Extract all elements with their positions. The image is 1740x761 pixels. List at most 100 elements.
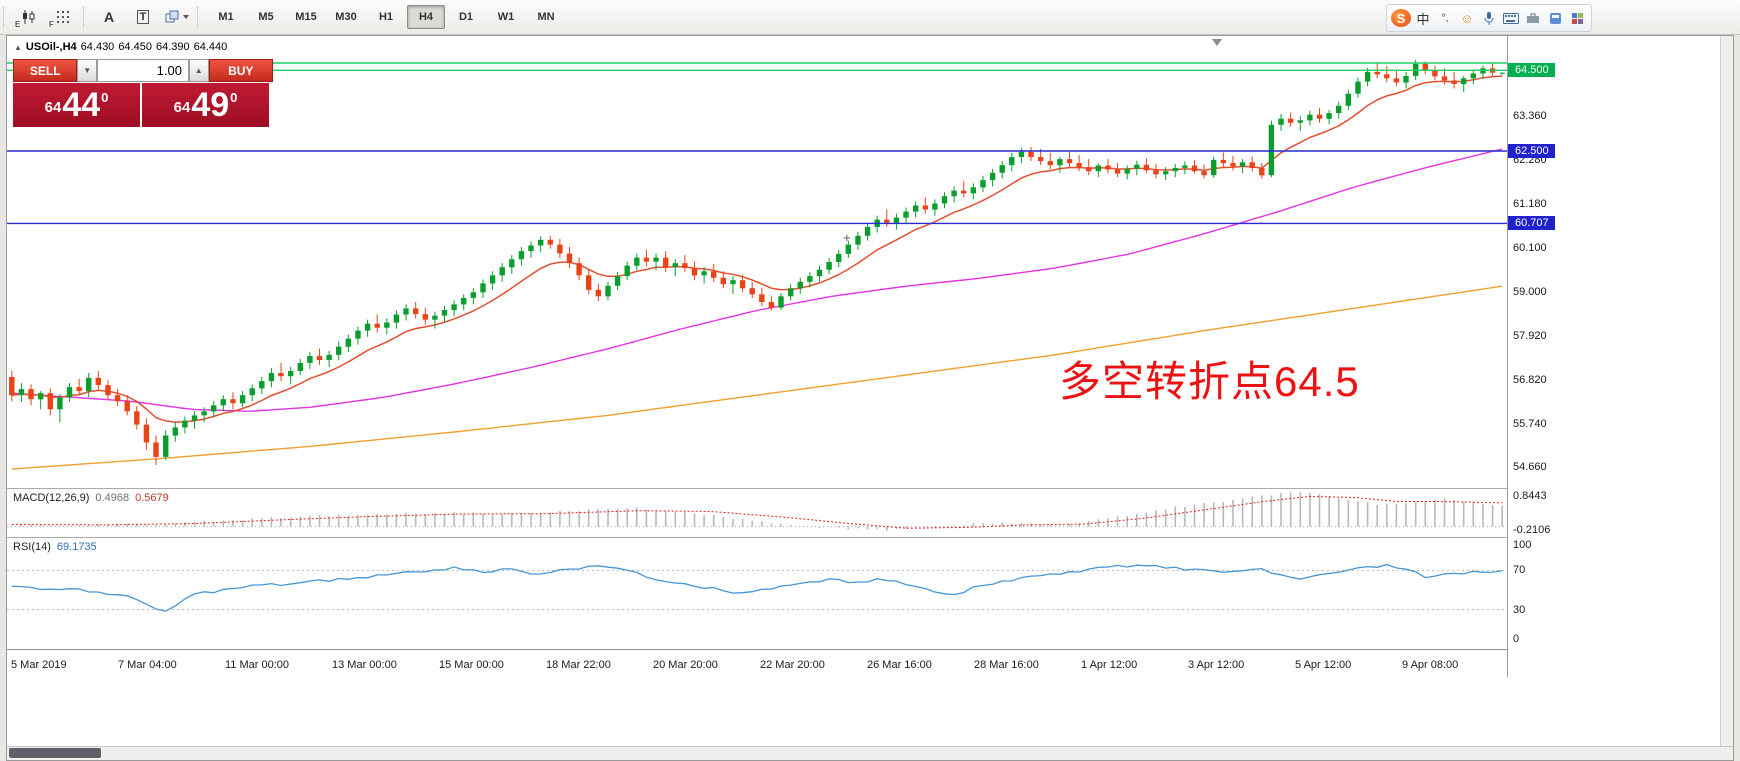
time-axis-label: 3 Apr 12:00	[1188, 659, 1245, 671]
chinese-mode-icon[interactable]: 中	[1416, 11, 1430, 27]
layout-grid-icon[interactable]	[1567, 8, 1587, 28]
vertical-scrollbar[interactable]	[1720, 36, 1733, 746]
toolbox-icon[interactable]	[1523, 8, 1543, 28]
toolbar-grip	[83, 7, 88, 27]
ohlc-high: 64.450	[118, 41, 152, 53]
top-toolbar: E F A T M1 M5 M15 M30 H1 H4 D1 W1 MN S 中 °, ☺	[0, 0, 1740, 35]
sell-price-box[interactable]: 64 44 0	[13, 83, 140, 127]
timeframe-m1[interactable]: M1	[218, 11, 234, 23]
time-axis-label: 28 Mar 16:00	[974, 659, 1039, 671]
sogou-logo-icon[interactable]: S	[1391, 9, 1411, 27]
shapes-tool-icon[interactable]	[161, 4, 193, 30]
rsi-scale-label: 100	[1513, 539, 1532, 551]
chart-shift-marker-icon[interactable]	[1212, 39, 1222, 46]
volume-down-button[interactable]: ▼	[77, 59, 98, 82]
macd-signal-value: 0.5679	[135, 492, 169, 504]
price-scale-label: 55.740	[1513, 417, 1547, 430]
rsi-value: 69.1735	[56, 541, 97, 553]
timeframe-m15[interactable]: M15	[295, 11, 317, 23]
chart-window: ▲ USOil-,H4 64.430 64.450 64.390 64.440 …	[6, 35, 1734, 761]
toolbar-grip	[197, 7, 202, 27]
volume-input[interactable]: 1.00	[97, 59, 189, 82]
punctuation-mode-icon[interactable]: °,	[1441, 12, 1449, 24]
time-axis-label: 13 Mar 00:00	[332, 659, 397, 671]
tool-letter-f: F	[49, 20, 54, 29]
price-scale-column[interactable]: 63.360 62.280 61.180 60.100 59.000 57.920 56.8…	[1507, 36, 1722, 677]
price-scale-label: 59.000	[1513, 286, 1547, 299]
time-axis-label: 26 Mar 16:00	[867, 659, 932, 671]
macd-scale-min: -0.2106	[1513, 524, 1551, 536]
macd-scale-max: 0.8443	[1513, 490, 1547, 502]
sell-button[interactable]: SELL	[13, 59, 78, 82]
macd-name: MACD(12,26,9)	[13, 492, 90, 504]
timeframe-d1[interactable]: D1	[458, 11, 474, 23]
ohlc-open: 64.430	[80, 41, 115, 53]
horizontal-scrollbar-thumb[interactable]	[9, 748, 101, 758]
tool-letter-e: E	[15, 20, 21, 29]
window-filler	[7, 677, 1733, 746]
rsi-canvas[interactable]	[7, 538, 1507, 648]
rsi-scale-label: 70	[1513, 564, 1526, 577]
buy-price-big: 49	[191, 86, 230, 124]
timeframe-m5[interactable]: M5	[258, 11, 274, 23]
grid-tool-icon[interactable]: F	[47, 4, 79, 30]
ime-toolbar: S 中 °, ☺	[1386, 4, 1592, 32]
time-axis-label: 1 Apr 12:00	[1081, 659, 1138, 671]
buy-price-box[interactable]: 64 49 0	[142, 83, 269, 127]
rsi-pane[interactable]: RSI(14) 69.1735	[7, 538, 1507, 648]
time-axis-label: 7 Mar 04:00	[118, 659, 177, 671]
timeframe-w1[interactable]: W1	[497, 11, 515, 23]
buy-price-sup: 0	[230, 90, 238, 105]
emoji-icon[interactable]: ☺	[1460, 10, 1474, 26]
one-click-trading-panel: SELL ▼ 1.00 ▲ BUY 64 44 0 64 49 0	[13, 59, 273, 127]
text-tool-icon[interactable]: A	[103, 9, 115, 25]
price-line-badge: 62.500	[1508, 144, 1555, 159]
skin-icon[interactable]	[1545, 8, 1565, 28]
price-line-badge: 60.707	[1508, 216, 1555, 231]
timeframe-mn[interactable]: MN	[537, 11, 555, 23]
timeframe-h1[interactable]: H1	[378, 11, 394, 23]
price-line-badge: 64.500	[1508, 63, 1555, 78]
microphone-icon[interactable]	[1479, 8, 1499, 28]
rsi-scale-label: 0	[1513, 633, 1520, 645]
time-axis-label: 20 Mar 20:00	[653, 659, 718, 671]
horizontal-scrollbar[interactable]	[7, 746, 1733, 760]
time-axis-label: 5 Apr 12:00	[1295, 659, 1352, 671]
chart-annotation-text: 多空转折点64.5	[1059, 358, 1360, 405]
one-click-toggle-icon[interactable]: ▲	[14, 42, 22, 52]
time-axis[interactable]: 5 Mar 2019 7 Mar 04:00 11 Mar 00:00 13 Mar …	[7, 649, 1733, 678]
rsi-name: RSI(14)	[13, 541, 51, 553]
rsi-scale-label: 30	[1513, 603, 1526, 616]
macd-value: 0.4968	[95, 492, 130, 504]
keyboard-icon[interactable]	[1501, 8, 1521, 28]
price-chart-pane[interactable]: ▲ USOil-,H4 64.430 64.450 64.390 64.440 …	[7, 36, 1507, 488]
price-chart-canvas[interactable]	[7, 36, 1507, 488]
candlestick-chart-icon[interactable]: E	[13, 4, 45, 30]
price-scale-label: 61.180	[1513, 198, 1547, 211]
time-axis-label: 9 Apr 08:00	[1402, 659, 1459, 671]
sell-price-head: 64	[44, 99, 62, 116]
time-axis-label: 22 Mar 20:00	[760, 659, 825, 671]
buy-button[interactable]: BUY	[208, 59, 273, 82]
price-scale-label: 54.660	[1513, 461, 1547, 474]
sell-price-sup: 0	[101, 90, 109, 105]
text-label-tool-icon[interactable]: T	[127, 4, 159, 30]
price-scale-label: 60.100	[1513, 241, 1547, 254]
rsi-label: RSI(14) 69.1735	[13, 541, 97, 553]
timeframe-m30[interactable]: M30	[335, 11, 357, 23]
ohlc-close: 64.440	[193, 41, 228, 53]
time-axis-label: 18 Mar 22:00	[546, 659, 611, 671]
ohlc-low: 64.390	[155, 41, 190, 53]
pane-divider[interactable]	[7, 488, 1733, 489]
dropdown-caret-icon	[183, 15, 189, 19]
macd-pane[interactable]: MACD(12,26,9) 0.4968 0.5679	[7, 489, 1507, 537]
macd-canvas[interactable]	[7, 489, 1507, 537]
symbol-info-line: ▲ USOil-,H4 64.430 64.450 64.390 64.440	[14, 41, 227, 53]
volume-up-button[interactable]: ▲	[188, 59, 209, 82]
timeframe-h4[interactable]: H4	[407, 5, 445, 29]
price-scale-label: 57.920	[1513, 329, 1547, 342]
toolbar-grip	[3, 7, 8, 27]
time-axis-label: 11 Mar 00:00	[225, 659, 290, 671]
pane-divider[interactable]	[7, 537, 1733, 538]
buy-price-head: 64	[173, 99, 191, 116]
